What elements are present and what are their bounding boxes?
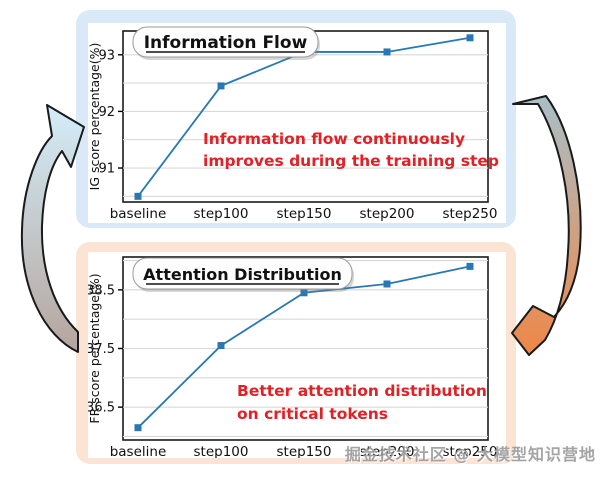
attention-distribution-chartbox: 36.5 37.5 38.5 FR score percentage(%) baseli… [86, 252, 506, 460]
plot-area [122, 30, 489, 203]
data-point [134, 192, 142, 200]
x-tick-label: step150 [277, 444, 332, 458]
y-tick-label: 93 [98, 48, 115, 63]
watermark: 掘金技术社区 @ 大模型知识营地 [344, 445, 596, 464]
y-tick-label: 37.5 [88, 342, 115, 357]
data-point [383, 280, 391, 288]
data-point [466, 34, 474, 42]
annotation-line: on critical tokens [237, 405, 388, 423]
title-pill [132, 257, 353, 290]
y-tick-label: 38.5 [88, 283, 115, 298]
x-tick-label: step150 [277, 206, 332, 222]
data-point [217, 82, 225, 90]
data-point [383, 48, 391, 56]
cycle-arrow-down-shape [511, 95, 582, 356]
data-point [134, 424, 142, 432]
cycle-arrow-up-shape [20, 104, 85, 353]
y-axis-label: FR score percentage(%) [88, 273, 102, 423]
y-axis-label: IG score percentage(%) [88, 43, 102, 191]
attention-distribution-chart: 36.5 37.5 38.5FR score percentage(%) baseli… [86, 256, 498, 460]
annotation-line: Better attention distribution [237, 382, 487, 400]
x-tick-label: step200 [360, 206, 415, 222]
x-tick-label: step100 [194, 444, 249, 458]
annotation-line: Information flow continuously [203, 130, 465, 148]
information-flow-panel: 91 92 93 IG score percentage(%) baseline step… [76, 10, 516, 228]
y-tick-label: 92 [98, 105, 115, 120]
chart-title: Attention Distribution [143, 265, 342, 284]
chart-title: Information Flow [144, 33, 308, 53]
y-tick-label: 91 [98, 162, 115, 177]
annotation-line: improves during the training step [203, 152, 499, 170]
cycle-arrow-down-icon [511, 95, 582, 356]
x-tick-label: baseline [110, 444, 167, 458]
title-pill [132, 26, 319, 58]
y-tick-label: 36.5 [88, 401, 115, 416]
x-tick-label: step200 [360, 444, 415, 458]
data-point [217, 342, 225, 350]
cycle-arrow-up-icon [20, 104, 85, 353]
information-flow-chartbox: 91 92 93 IG score percentage(%) baseline step… [87, 23, 506, 223]
data-point [466, 262, 474, 270]
x-tick-label: step250 [443, 206, 498, 222]
x-tick-label: step250 [443, 444, 498, 458]
x-tick-label: baseline [110, 206, 167, 222]
data-point [300, 289, 308, 297]
attention-distribution-panel: 36.5 37.5 38.5 FR score percentage(%) baseli… [76, 242, 516, 464]
x-tick-label: step100 [194, 206, 249, 222]
